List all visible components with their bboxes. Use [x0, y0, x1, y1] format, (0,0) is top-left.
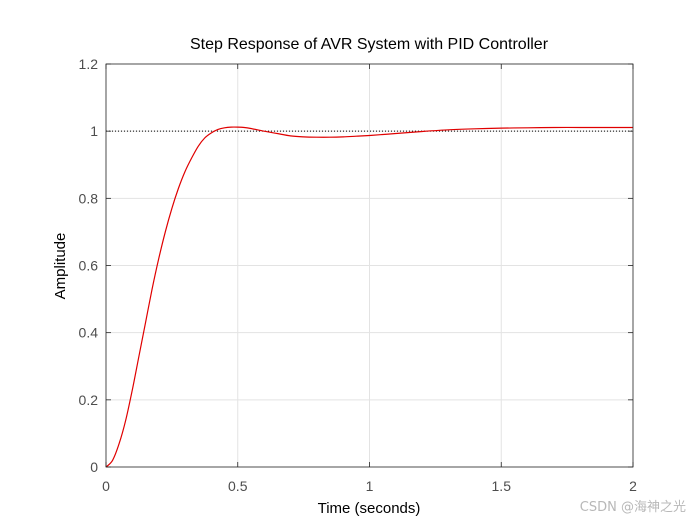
y-tick-label: 0 [90, 459, 98, 475]
y-tick-label: 1.2 [79, 56, 99, 72]
y-tick-labels: 0 0.2 0.4 0.6 0.8 1 1.2 [79, 56, 99, 475]
x-tick-label: 0 [102, 478, 110, 494]
x-axis-label: Time (seconds) [318, 500, 421, 517]
y-tick-label: 1 [90, 123, 98, 139]
series-line [105, 126, 633, 468]
x-tick-labels: 0 0.5 1 1.5 2 [102, 478, 637, 494]
watermark-text: CSDN @海神之光 [579, 500, 686, 515]
x-tick-label: 0.5 [228, 478, 248, 494]
y-tick-label: 0.2 [79, 392, 99, 408]
x-tick-label: 1.5 [492, 478, 512, 494]
y-axis-label: Amplitude [52, 233, 69, 300]
y-tick-label: 0.8 [79, 190, 99, 206]
tick-marks [105, 63, 634, 468]
grid-lines [105, 63, 634, 468]
y-tick-label: 0.4 [79, 325, 99, 341]
x-tick-label: 2 [629, 478, 637, 494]
chart-title: Step Response of AVR System with PID Con… [190, 36, 549, 53]
y-tick-label: 0.6 [79, 258, 99, 274]
x-tick-label: 1 [366, 478, 374, 494]
